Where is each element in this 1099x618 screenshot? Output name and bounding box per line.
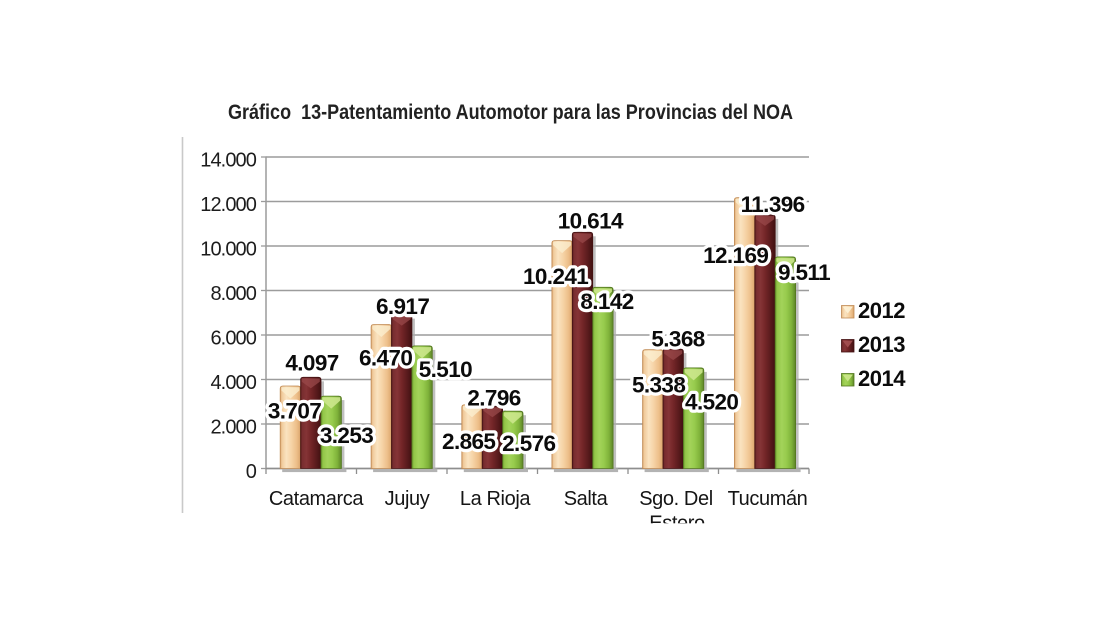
svg-text:5.338: 5.338 (632, 373, 685, 398)
svg-text:10.000: 10.000 (200, 238, 257, 260)
svg-text:10.241: 10.241 (523, 264, 588, 289)
svg-text:2012: 2012 (858, 298, 905, 323)
svg-text:6.917: 6.917 (376, 294, 429, 319)
svg-text:3.707: 3.707 (268, 399, 321, 424)
svg-text:La Rioja: La Rioja (460, 488, 531, 510)
svg-text:3.253: 3.253 (320, 423, 373, 448)
svg-text:2013: 2013 (858, 332, 905, 357)
svg-text:5.510: 5.510 (419, 357, 472, 382)
svg-text:Sgo. Del: Sgo. Del (639, 488, 713, 510)
svg-text:4.000: 4.000 (210, 372, 256, 394)
svg-text:10.614: 10.614 (558, 209, 624, 234)
svg-text:Gráfico 13-Patentamiento Auto: Gráfico 13-Patentamiento Automotor para … (228, 101, 793, 124)
svg-text:8.000: 8.000 (210, 283, 256, 305)
svg-text:14.000: 14.000 (200, 149, 257, 171)
svg-text:4.097: 4.097 (285, 351, 338, 376)
svg-text:12.169: 12.169 (703, 243, 768, 268)
svg-text:6.470: 6.470 (359, 346, 412, 371)
svg-text:9.511: 9.511 (778, 260, 830, 285)
svg-text:12.000: 12.000 (200, 194, 257, 216)
svg-text:6.000: 6.000 (210, 327, 256, 349)
svg-text:2.796: 2.796 (467, 386, 520, 411)
svg-text:2.576: 2.576 (502, 431, 555, 456)
svg-text:11.396: 11.396 (741, 192, 805, 217)
svg-text:Catamarca: Catamarca (269, 488, 364, 510)
svg-text:5.368: 5.368 (651, 327, 704, 352)
svg-text:Jujuy: Jujuy (385, 488, 430, 510)
svg-text:Salta: Salta (564, 488, 609, 510)
svg-text:Tucumán: Tucumán (728, 488, 808, 510)
svg-text:8.142: 8.142 (580, 289, 633, 314)
svg-text:2.000: 2.000 (210, 416, 256, 438)
svg-text:2014: 2014 (858, 366, 906, 391)
svg-text:2.865: 2.865 (442, 429, 495, 454)
svg-text:0: 0 (246, 461, 257, 483)
svg-text:4.520: 4.520 (685, 390, 738, 415)
